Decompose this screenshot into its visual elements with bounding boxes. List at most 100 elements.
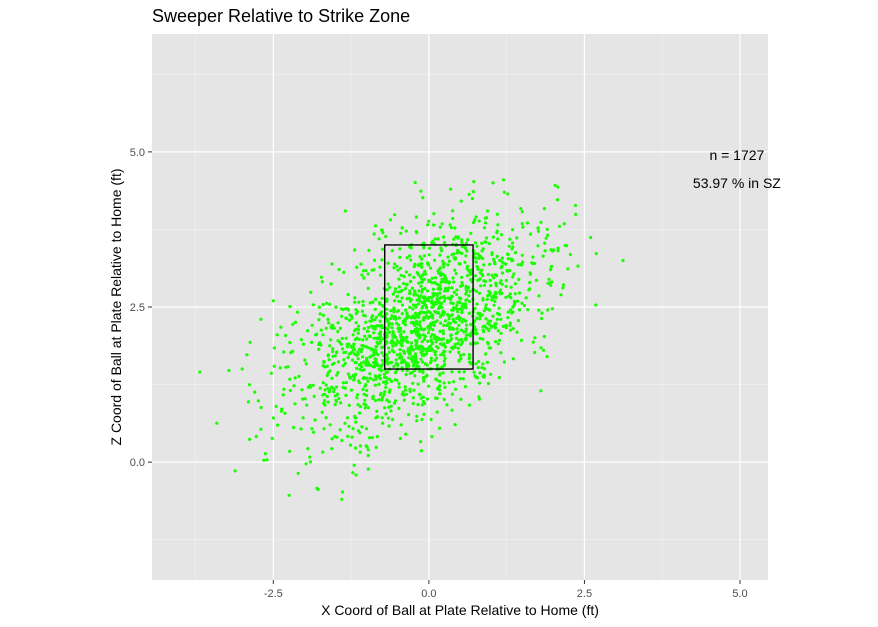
- data-point: [519, 338, 524, 342]
- data-point: [308, 455, 312, 459]
- data-point: [508, 237, 512, 241]
- data-point: [493, 261, 497, 265]
- data-point: [346, 372, 350, 376]
- data-point: [558, 224, 562, 228]
- data-point: [462, 330, 466, 334]
- data-point: [330, 262, 334, 266]
- data-point: [415, 293, 420, 297]
- data-point: [293, 402, 297, 406]
- data-point: [330, 376, 334, 380]
- data-point: [426, 339, 430, 343]
- data-point: [272, 346, 276, 350]
- data-point: [380, 247, 385, 251]
- data-point: [380, 363, 384, 368]
- data-point: [477, 291, 482, 295]
- data-point: [487, 329, 491, 333]
- data-point: [365, 388, 369, 392]
- data-point: [348, 376, 352, 380]
- data-point: [539, 346, 543, 350]
- data-point: [337, 396, 341, 400]
- data-point: [451, 317, 455, 321]
- data-point: [439, 246, 443, 250]
- data-point: [473, 274, 478, 278]
- data-point: [500, 264, 504, 268]
- data-point: [477, 278, 481, 282]
- data-point: [393, 262, 397, 266]
- data-point: [452, 280, 456, 284]
- data-point: [311, 383, 315, 387]
- data-point: [420, 257, 424, 261]
- data-point: [339, 342, 343, 346]
- data-point: [361, 355, 365, 359]
- data-point: [312, 394, 316, 398]
- data-point: [377, 237, 381, 241]
- data-point: [364, 269, 368, 273]
- data-point: [550, 280, 554, 284]
- data-point: [343, 361, 347, 366]
- data-point: [433, 258, 437, 262]
- data-point: [389, 409, 393, 413]
- data-point: [431, 316, 435, 320]
- data-point: [420, 360, 425, 364]
- data-point: [329, 338, 333, 342]
- data-point: [443, 385, 447, 389]
- data-point: [473, 327, 477, 331]
- data-point: [353, 446, 358, 450]
- data-point: [473, 374, 477, 378]
- data-point: [374, 377, 378, 381]
- data-point: [405, 311, 409, 315]
- data-point: [556, 185, 560, 189]
- data-point: [443, 362, 447, 367]
- data-point: [509, 257, 513, 261]
- data-point: [416, 272, 420, 276]
- data-point: [305, 403, 309, 407]
- data-point: [440, 365, 444, 369]
- data-point: [468, 299, 472, 304]
- x-tick-label: 2.5: [577, 588, 592, 600]
- data-point: [425, 352, 429, 356]
- data-point: [398, 348, 402, 352]
- data-point: [256, 399, 260, 403]
- data-point: [353, 296, 357, 300]
- data-point: [379, 369, 383, 373]
- data-point: [408, 305, 412, 309]
- data-point: [513, 292, 517, 296]
- data-point: [440, 338, 444, 342]
- data-point: [376, 342, 380, 346]
- data-point: [410, 286, 414, 290]
- data-point: [304, 462, 308, 466]
- data-point: [398, 255, 402, 259]
- data-point: [458, 377, 462, 381]
- data-point: [426, 310, 430, 314]
- data-point: [486, 209, 490, 213]
- data-point: [487, 241, 491, 246]
- data-point: [511, 275, 515, 279]
- data-point: [362, 360, 366, 364]
- data-point: [453, 268, 457, 272]
- data-point: [326, 400, 330, 404]
- data-point: [512, 272, 516, 276]
- data-point: [449, 226, 453, 230]
- data-point: [420, 287, 424, 292]
- data-point: [508, 324, 512, 328]
- data-point: [288, 449, 292, 453]
- data-point: [413, 180, 417, 185]
- data-point: [545, 227, 549, 231]
- data-point: [378, 319, 382, 323]
- data-point: [405, 256, 409, 260]
- data-point: [341, 347, 345, 351]
- data-point: [441, 332, 446, 336]
- data-point: [491, 181, 495, 185]
- data-point: [504, 284, 508, 288]
- data-point: [413, 374, 417, 378]
- data-point: [433, 281, 437, 285]
- data-point: [370, 436, 374, 440]
- data-point: [476, 366, 480, 370]
- data-point: [463, 245, 467, 249]
- data-point: [344, 316, 348, 320]
- data-point: [466, 238, 470, 242]
- data-point: [417, 365, 421, 369]
- data-point: [452, 256, 456, 260]
- data-point: [511, 357, 515, 361]
- data-point: [390, 326, 394, 330]
